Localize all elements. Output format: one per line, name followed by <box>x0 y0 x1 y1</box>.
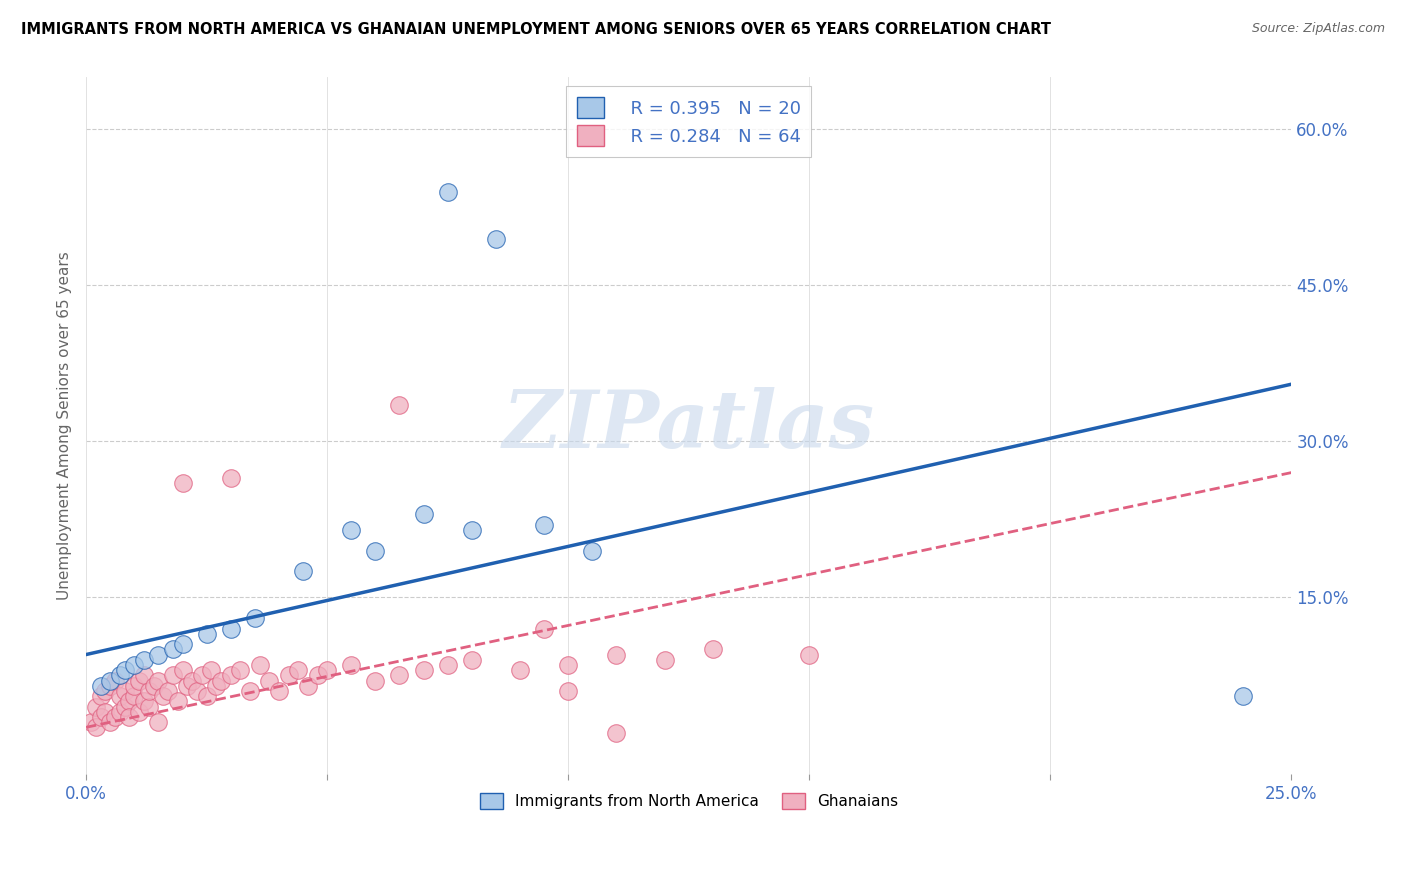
Point <box>114 663 136 677</box>
Point <box>605 648 627 662</box>
Point <box>191 668 214 682</box>
Point <box>148 648 170 662</box>
Point <box>90 679 112 693</box>
Point <box>364 673 387 688</box>
Point <box>118 694 141 708</box>
Point <box>581 543 603 558</box>
Point <box>98 679 121 693</box>
Point <box>461 523 484 537</box>
Point <box>114 699 136 714</box>
Point <box>104 710 127 724</box>
Point <box>172 663 194 677</box>
Point <box>104 673 127 688</box>
Point <box>172 637 194 651</box>
Point <box>195 689 218 703</box>
Point <box>307 668 329 682</box>
Point <box>219 668 242 682</box>
Point <box>297 679 319 693</box>
Point <box>209 673 232 688</box>
Point <box>176 679 198 693</box>
Point <box>267 684 290 698</box>
Point <box>249 657 271 672</box>
Point <box>287 663 309 677</box>
Point <box>195 626 218 640</box>
Point <box>340 657 363 672</box>
Point <box>108 689 131 703</box>
Point <box>132 694 155 708</box>
Point <box>239 684 262 698</box>
Point <box>84 699 107 714</box>
Point <box>485 232 508 246</box>
Point <box>114 684 136 698</box>
Point <box>162 642 184 657</box>
Point <box>162 668 184 682</box>
Point <box>142 679 165 693</box>
Point <box>90 710 112 724</box>
Point <box>200 663 222 677</box>
Point <box>166 694 188 708</box>
Point <box>90 689 112 703</box>
Point <box>605 725 627 739</box>
Point <box>388 398 411 412</box>
Point <box>436 657 458 672</box>
Point <box>316 663 339 677</box>
Point <box>340 523 363 537</box>
Point <box>181 673 204 688</box>
Point <box>412 663 434 677</box>
Point <box>557 684 579 698</box>
Point <box>124 689 146 703</box>
Point <box>259 673 281 688</box>
Point <box>148 715 170 730</box>
Text: ZIPatlas: ZIPatlas <box>503 387 875 465</box>
Point <box>799 648 821 662</box>
Point <box>186 684 208 698</box>
Point <box>509 663 531 677</box>
Point <box>128 705 150 719</box>
Point <box>148 673 170 688</box>
Point <box>94 705 117 719</box>
Point <box>219 622 242 636</box>
Point <box>124 657 146 672</box>
Point <box>205 679 228 693</box>
Point <box>229 663 252 677</box>
Point <box>132 668 155 682</box>
Point <box>132 653 155 667</box>
Y-axis label: Unemployment Among Seniors over 65 years: Unemployment Among Seniors over 65 years <box>58 252 72 600</box>
Point <box>80 715 103 730</box>
Point <box>172 475 194 490</box>
Point <box>388 668 411 682</box>
Point <box>702 642 724 657</box>
Point <box>219 471 242 485</box>
Point <box>277 668 299 682</box>
Point <box>654 653 676 667</box>
Point <box>108 705 131 719</box>
Text: Source: ZipAtlas.com: Source: ZipAtlas.com <box>1251 22 1385 36</box>
Point <box>108 668 131 682</box>
Point <box>436 185 458 199</box>
Point <box>124 679 146 693</box>
Point <box>412 507 434 521</box>
Point <box>157 684 180 698</box>
Text: IMMIGRANTS FROM NORTH AMERICA VS GHANAIAN UNEMPLOYMENT AMONG SENIORS OVER 65 YEA: IMMIGRANTS FROM NORTH AMERICA VS GHANAIA… <box>21 22 1052 37</box>
Point <box>364 543 387 558</box>
Point <box>94 684 117 698</box>
Point <box>533 622 555 636</box>
Point <box>461 653 484 667</box>
Point <box>128 673 150 688</box>
Point <box>138 699 160 714</box>
Point <box>533 517 555 532</box>
Point <box>138 684 160 698</box>
Point <box>152 689 174 703</box>
Point <box>98 673 121 688</box>
Point <box>118 710 141 724</box>
Point <box>557 657 579 672</box>
Point <box>1232 689 1254 703</box>
Point <box>243 611 266 625</box>
Point <box>98 715 121 730</box>
Point <box>292 565 315 579</box>
Point <box>84 720 107 734</box>
Legend: Immigrants from North America, Ghanaians: Immigrants from North America, Ghanaians <box>474 787 904 815</box>
